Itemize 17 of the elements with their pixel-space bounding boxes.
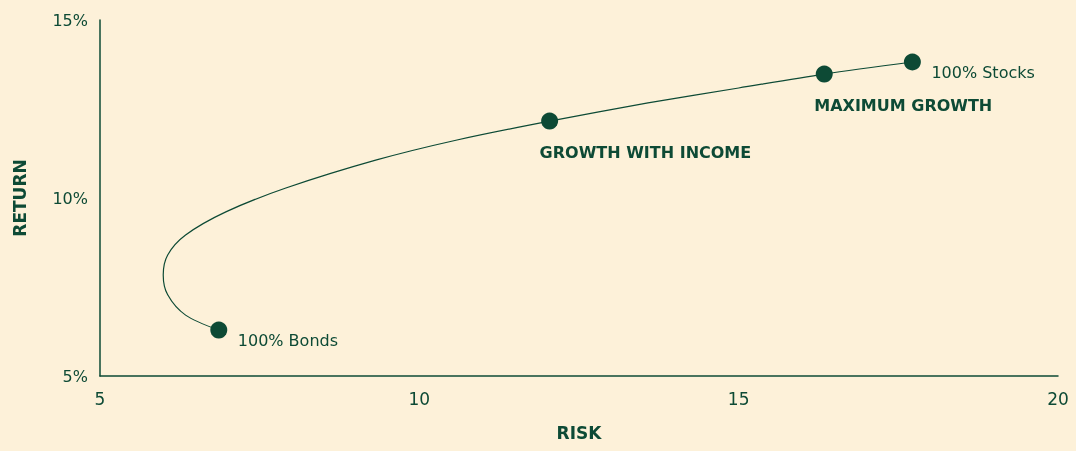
annotation: MAXIMUM GROWTH	[814, 95, 993, 115]
annotation: 100% Stocks	[931, 62, 1035, 82]
point	[210, 321, 228, 339]
x-tick-label: 20	[1047, 388, 1069, 409]
y-tick-label: 15%	[52, 10, 88, 30]
y-tick-label: 5%	[62, 366, 88, 386]
annotation: 100% Bonds	[237, 330, 339, 350]
annotation: GROWTH WITH INCOME	[539, 142, 752, 162]
x-tick-label: 15	[727, 388, 750, 409]
x-tick-label: 10	[408, 388, 431, 409]
point	[815, 65, 833, 83]
y-tick-label: 10%	[52, 188, 88, 208]
x-axis-title: RISK	[556, 422, 603, 443]
point	[903, 53, 921, 71]
y-axis-title: RETURN	[9, 159, 30, 237]
point	[541, 112, 559, 130]
x-tick-label: 5	[94, 388, 106, 409]
